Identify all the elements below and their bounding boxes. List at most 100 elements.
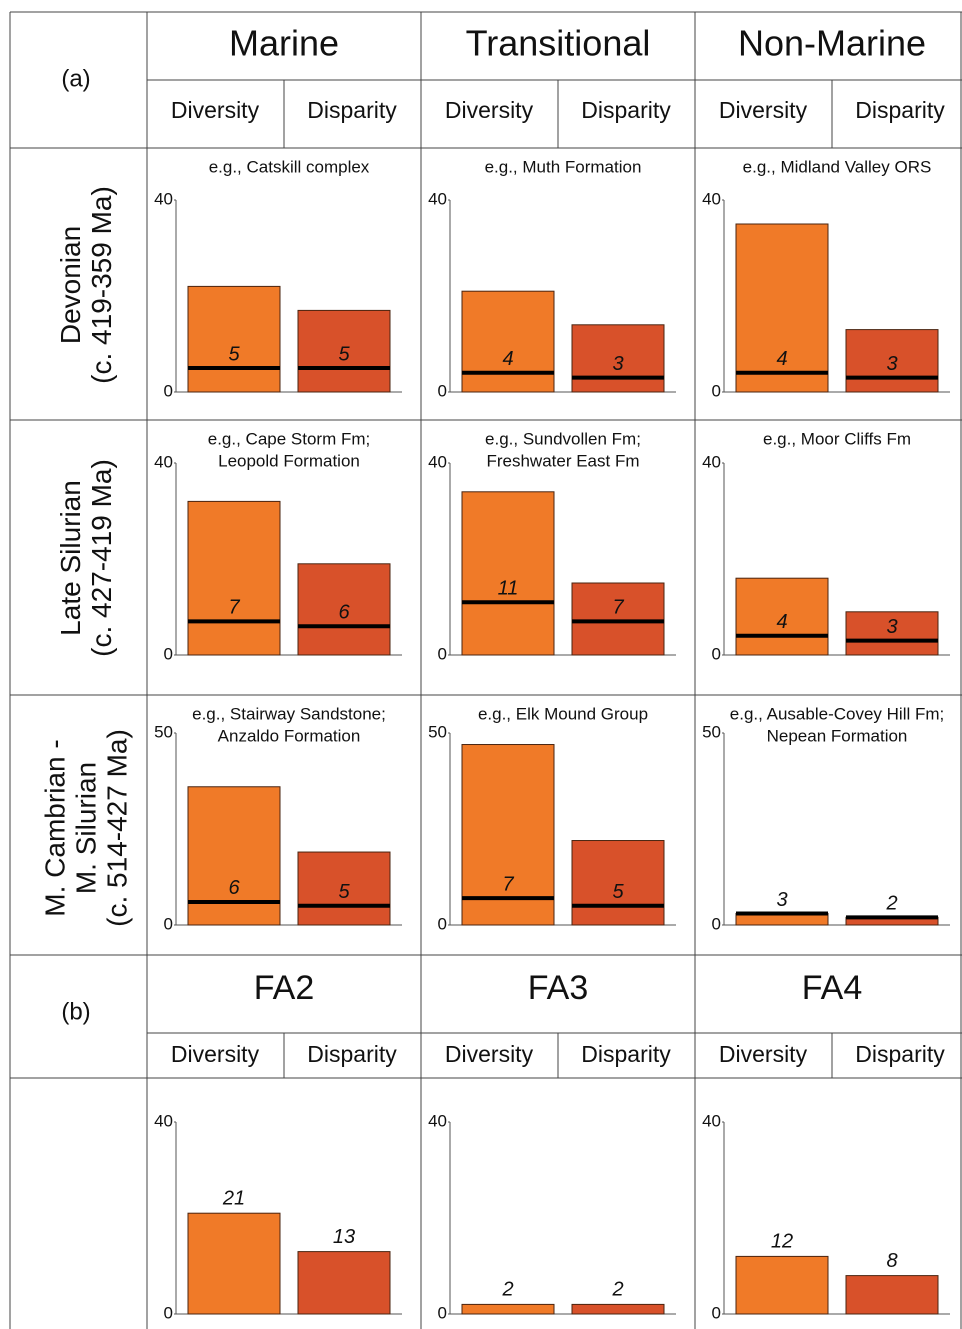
bar-label: 12 [771, 1231, 793, 1253]
panel-label: (a) [61, 65, 90, 92]
line-label: 3 [886, 353, 897, 375]
bar [845, 329, 939, 393]
column-subheader: Disparity [581, 1041, 671, 1067]
column-subheader: Diversity [445, 1041, 534, 1067]
row-label: M. Cambrian - [39, 739, 70, 916]
example-note: e.g., Sundvollen Fm; [485, 429, 641, 448]
example-note: e.g., Catskill complex [209, 157, 370, 176]
example-note: Anzaldo Formation [218, 726, 361, 745]
y-tick-label: 50 [428, 722, 447, 741]
y-tick-label: 0 [164, 644, 173, 663]
bar [187, 285, 281, 393]
bar-label: 13 [333, 1226, 355, 1248]
line-label: 5 [338, 881, 350, 903]
bar [735, 577, 829, 656]
line-label: 4 [776, 611, 787, 633]
example-note: Freshwater East Fm [486, 451, 639, 470]
column-title: Non-Marine [738, 23, 926, 64]
bar [461, 1303, 555, 1315]
y-tick-label: 0 [438, 914, 447, 933]
column-subheader: Disparity [307, 97, 397, 123]
bar-label: 2 [611, 1279, 623, 1301]
y-tick-label: 0 [712, 381, 721, 400]
row-label: (c. 514-427 Ma) [101, 729, 132, 927]
column-subheader: Disparity [307, 1041, 397, 1067]
row-label: (c. 419-359 Ma) [86, 186, 117, 384]
column-subheader: Diversity [719, 1041, 808, 1067]
line-label: 5 [228, 343, 240, 365]
column-subheader: Diversity [445, 97, 534, 123]
line-label: 6 [228, 877, 240, 899]
bar [735, 223, 829, 393]
bar [845, 1275, 939, 1315]
column-subheader: Diversity [171, 1041, 260, 1067]
column-title: Marine [229, 23, 339, 64]
line-label: 7 [502, 873, 514, 895]
bar [297, 563, 391, 656]
y-tick-label: 0 [712, 644, 721, 663]
y-tick-label: 40 [154, 189, 173, 208]
example-note: e.g., Moor Cliffs Fm [763, 429, 911, 448]
example-note: e.g., Cape Storm Fm; [208, 429, 371, 448]
frame [9, 11, 962, 1329]
bar [187, 786, 281, 926]
y-tick-label: 0 [438, 381, 447, 400]
y-tick-label: 40 [154, 452, 173, 471]
bar [461, 744, 555, 926]
y-tick-label: 0 [164, 914, 173, 933]
y-tick-label: 0 [712, 1303, 721, 1322]
bar-label: 21 [222, 1187, 245, 1209]
bar [461, 290, 555, 393]
bar [297, 851, 391, 926]
example-note: e.g., Ausable-Covey Hill Fm; [730, 704, 944, 723]
y-tick-label: 40 [428, 452, 447, 471]
column-subheader: Diversity [171, 97, 260, 123]
column-title: FA2 [254, 969, 314, 1007]
y-tick-label: 40 [154, 1111, 173, 1130]
y-tick-label: 50 [154, 722, 173, 741]
example-note: Leopold Formation [218, 451, 360, 470]
y-tick-label: 0 [438, 644, 447, 663]
column-subheader: Disparity [581, 97, 671, 123]
line-label: 4 [502, 348, 513, 370]
bar [571, 324, 665, 393]
y-tick-label: 0 [164, 381, 173, 400]
y-tick-label: 40 [702, 1111, 721, 1130]
column-subheader: Diversity [719, 97, 808, 123]
column-title: FA4 [802, 969, 862, 1007]
y-tick-label: 50 [702, 722, 721, 741]
bar [571, 1303, 665, 1315]
y-tick-label: 0 [712, 914, 721, 933]
line-label: 3 [776, 889, 787, 911]
y-tick-label: 40 [702, 189, 721, 208]
row-label: (c. 427-419 Ma) [86, 459, 117, 657]
line-label: 7 [228, 597, 240, 619]
example-note: e.g., Muth Formation [485, 157, 642, 176]
line-label: 5 [612, 881, 624, 903]
column-subheader: Disparity [855, 1041, 945, 1067]
column-title: FA3 [528, 969, 588, 1007]
row-label: M. Silurian [70, 762, 101, 894]
row-label: Late Silurian [55, 480, 86, 636]
line-label: 7 [612, 597, 624, 619]
bar-label: 8 [886, 1250, 897, 1272]
bar [845, 611, 939, 656]
bar [461, 491, 555, 656]
bar-label: 2 [501, 1279, 513, 1301]
y-tick-label: 40 [428, 189, 447, 208]
row-label: Devonian [55, 226, 86, 344]
example-note: Nepean Formation [767, 726, 908, 745]
y-tick-label: 40 [702, 452, 721, 471]
example-note: e.g., Midland Valley ORS [743, 157, 932, 176]
line-label: 3 [886, 616, 897, 638]
line-label: 11 [498, 577, 519, 599]
y-tick-label: 0 [438, 1303, 447, 1322]
column-subheader: Disparity [855, 97, 945, 123]
line-label: 2 [885, 893, 897, 915]
bar [297, 1251, 391, 1315]
y-tick-label: 40 [428, 1111, 447, 1130]
example-note: e.g., Stairway Sandstone; [192, 704, 386, 723]
line-label: 4 [776, 348, 787, 370]
bar [571, 582, 665, 656]
